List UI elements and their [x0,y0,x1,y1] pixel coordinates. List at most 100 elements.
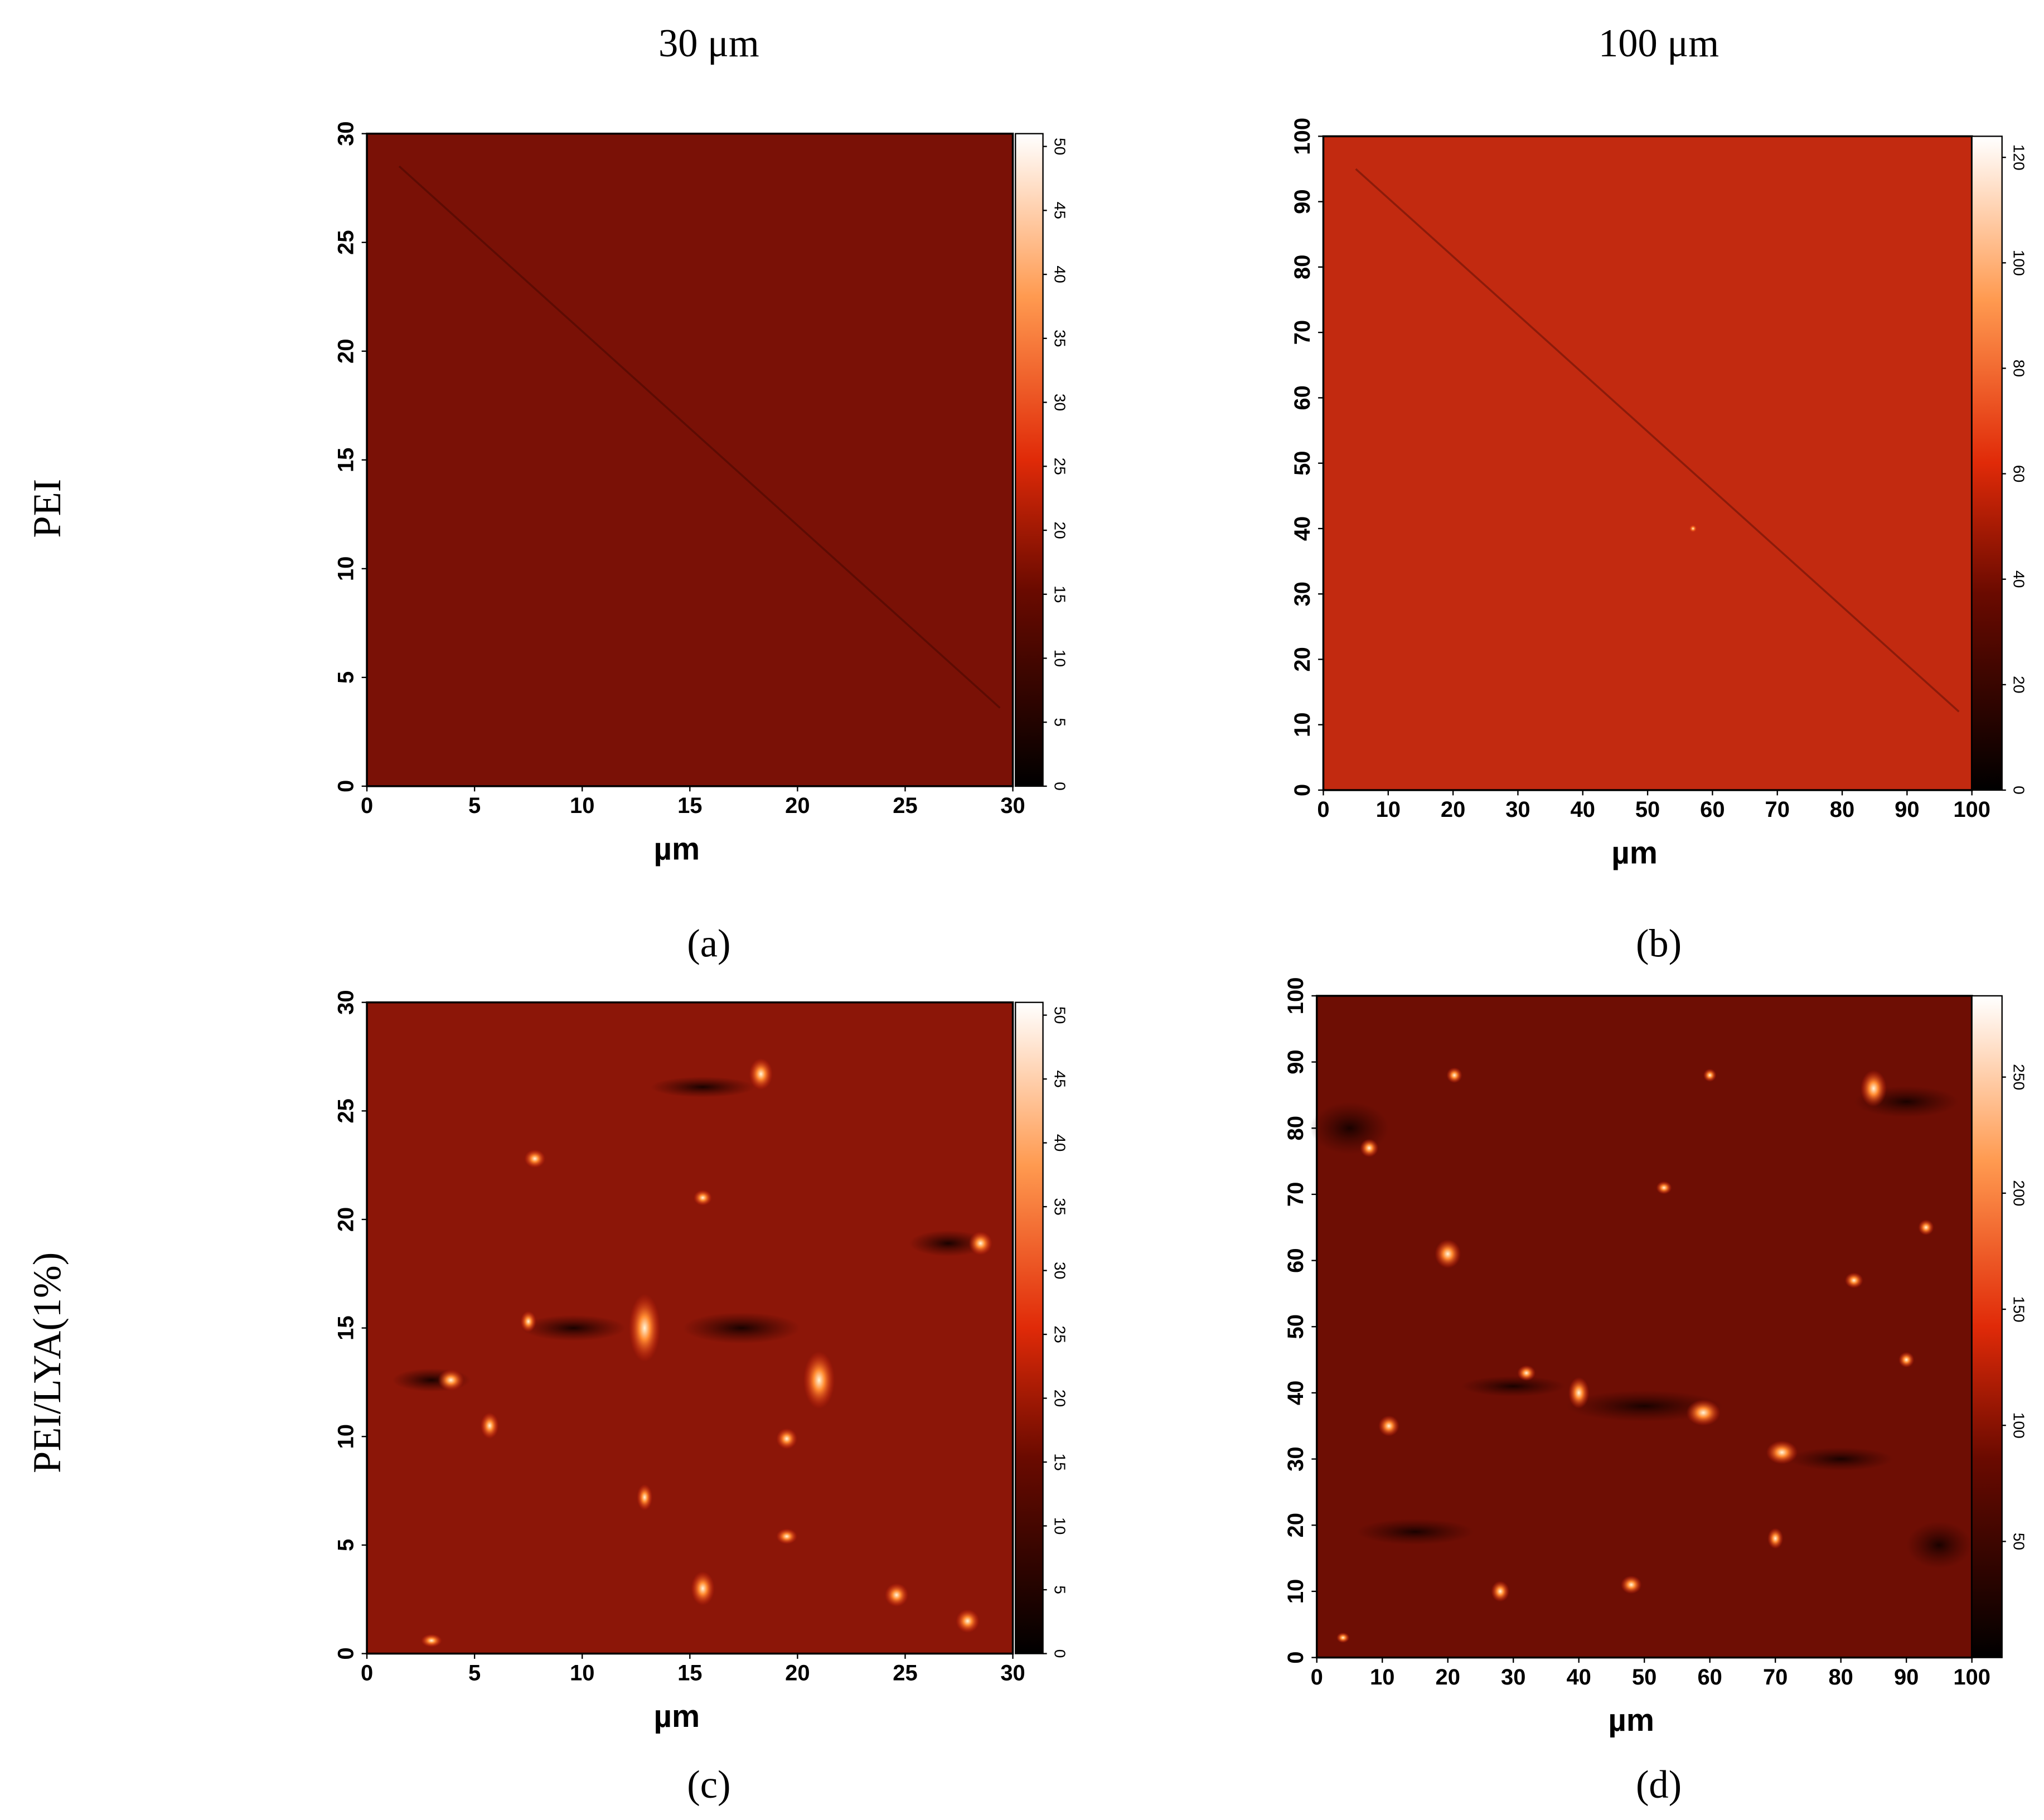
row-title: PEI [26,479,69,538]
x-tick-label: 90 [1894,1665,1919,1690]
surface-pit [1461,1376,1566,1397]
y-tick-label: 60 [1283,1248,1308,1272]
y-tick-label: 20 [1283,1513,1308,1537]
x-tick-label: 60 [1697,1665,1722,1690]
y-tick-label: 90 [1290,189,1315,214]
colorbar-tick-label: 30 [1051,394,1069,411]
y-tick-label: 5 [333,1539,358,1551]
x-axis-label: µm [1608,1702,1654,1737]
surface-feature [637,1484,653,1511]
x-tick-label: 10 [1376,797,1401,822]
colorbar-tick-label: 100 [2010,250,2028,276]
colorbar-tick-label: 40 [1051,265,1069,283]
colorbar-tick-label: 20 [1051,1390,1069,1407]
afm-image [1322,135,1973,791]
colorbar-tick-label: 10 [1051,650,1069,667]
y-tick-label: 80 [1290,255,1315,279]
x-tick-label: 70 [1765,797,1789,822]
surface-feature [1898,1352,1915,1368]
colorbar-tick-label: 250 [2010,1064,2028,1090]
y-tick-label: 0 [1283,1652,1308,1664]
surface-feature [1703,1068,1717,1082]
x-axis-label: µm [653,831,700,867]
surface-pit [1356,1518,1474,1545]
colorbar [1971,135,2003,791]
x-tick-label: 20 [785,793,810,818]
colorbar-tick-label: 0 [2010,786,2028,795]
y-tick-label: 20 [333,1207,358,1232]
x-tick-label: 100 [1953,797,1990,822]
x-tick-label: 30 [1000,793,1025,818]
x-tick-label: 90 [1895,797,1919,822]
y-tick-label: 25 [333,230,358,255]
colorbar-tick-label: 50 [1051,1006,1069,1024]
surface-pit [650,1076,755,1098]
colorbar-tick-label: 0 [1051,782,1069,791]
surface-feature [776,1428,797,1449]
y-tick-label: 30 [333,990,358,1014]
surface-feature [1844,1272,1863,1289]
y-tick-label: 20 [333,339,358,364]
colorbar-tick-label: 35 [1051,330,1069,347]
y-tick-label: 70 [1283,1182,1308,1207]
colorbar-tick-label: 15 [1051,585,1069,603]
surface-feature [1378,1415,1399,1437]
surface-feature [1446,1067,1462,1083]
x-tick-label: 20 [1435,1665,1460,1690]
x-tick-label: 25 [893,1661,917,1686]
x-tick-label: 60 [1700,797,1725,822]
row-title: PEI/LYA(1%) [26,1252,69,1473]
x-tick-label: 10 [1370,1665,1394,1690]
surface-pit [1566,1390,1723,1422]
surface-feature [1435,1239,1461,1269]
x-tick-label: 5 [468,1661,481,1686]
x-axis-label: µm [653,1698,700,1734]
y-tick-label: 20 [1290,647,1315,671]
colorbar-tick-label: 50 [2010,1533,2028,1550]
x-tick-label: 25 [893,793,917,818]
x-tick-label: 15 [677,1661,702,1686]
colorbar-tick-label: 100 [2010,1412,2028,1439]
surface-feature [691,1571,715,1606]
x-tick-label: 10 [570,1661,594,1686]
surface-feature [438,1369,464,1391]
surface-feature [1767,1528,1784,1549]
x-tick-label: 100 [1953,1665,1990,1690]
surface-feature [1336,1632,1350,1643]
surface-pit [521,1315,626,1342]
surface-pit [682,1312,801,1344]
colorbar-tick-label: 120 [2010,144,2028,171]
colorbar [1015,133,1044,787]
y-tick-label: 0 [1290,784,1315,796]
colorbar-tick-label: 40 [2010,570,2028,588]
x-tick-label: 30 [1501,1665,1525,1690]
x-tick-label: 80 [1830,797,1854,822]
y-tick-label: 70 [1290,320,1315,345]
colorbar-tick-label: 30 [1051,1262,1069,1279]
y-tick-label: 100 [1283,977,1308,1015]
y-tick-label: 40 [1290,516,1315,541]
surface-feature [803,1351,835,1409]
panel-caption: (a) [687,922,730,965]
x-tick-label: 20 [1441,797,1465,822]
y-tick-label: 40 [1283,1381,1308,1405]
surface-feature [520,1311,536,1332]
x-tick-label: 0 [361,793,373,818]
y-tick-label: 10 [1290,713,1315,737]
x-tick-label: 30 [1000,1661,1025,1686]
surface-feature [480,1412,499,1439]
y-tick-label: 10 [333,1424,358,1449]
colorbar-tick-label: 5 [1051,1585,1069,1594]
y-tick-label: 30 [333,121,358,146]
x-tick-label: 80 [1828,1665,1853,1690]
y-tick-label: 5 [333,671,358,684]
colorbar [1971,995,2003,1658]
surface-feature [1686,1400,1721,1426]
x-tick-label: 0 [1311,1665,1323,1690]
surface-feature [1568,1377,1590,1409]
x-tick-label: 40 [1571,797,1595,822]
surface-feature [1860,1070,1887,1107]
colorbar-tick-label: 45 [1051,1070,1069,1087]
surface-feature [749,1058,773,1090]
surface-feature [1360,1139,1379,1158]
